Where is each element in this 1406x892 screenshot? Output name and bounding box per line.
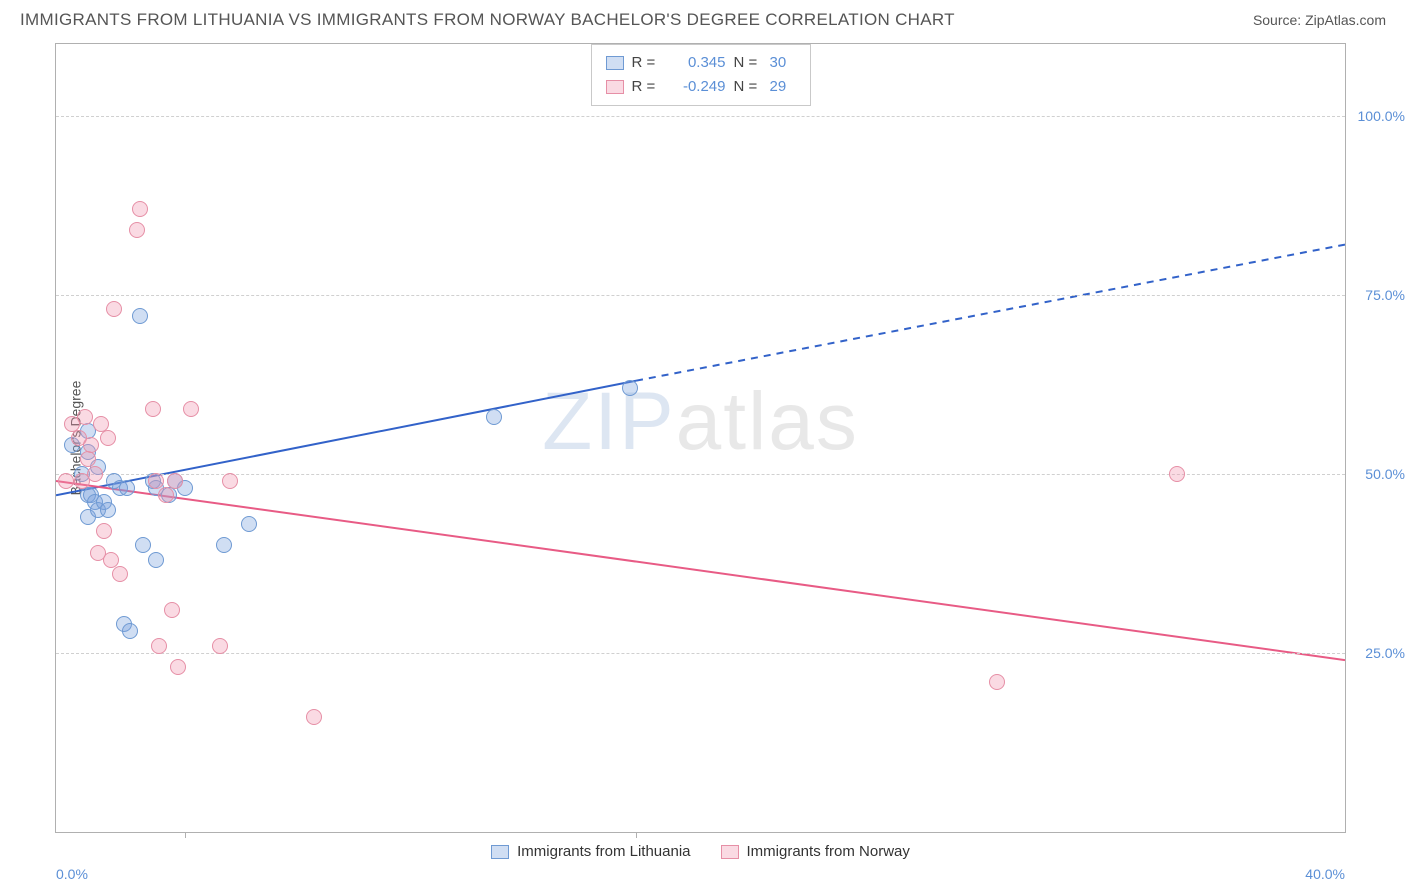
- correlation-chart: Bachelor's Degree ZIPatlas 25.0%50.0%75.…: [55, 43, 1346, 833]
- trend-lines-layer: [56, 44, 1345, 832]
- legend-row-lithuania: R = 0.345 N = 30: [606, 51, 796, 75]
- r-label: R =: [632, 75, 660, 99]
- data-point: [132, 308, 148, 324]
- r-label: R =: [632, 51, 660, 75]
- data-point: [148, 473, 164, 489]
- source-prefix: Source:: [1253, 12, 1305, 28]
- data-point: [106, 301, 122, 317]
- data-point: [103, 552, 119, 568]
- swatch-lithuania: [606, 56, 624, 70]
- source-link[interactable]: ZipAtlas.com: [1305, 12, 1386, 28]
- series-name-norway: Immigrants from Norway: [747, 843, 910, 860]
- series-name-lithuania: Immigrants from Lithuania: [517, 843, 690, 860]
- legend-item-norway: Immigrants from Norway: [721, 843, 910, 860]
- swatch-norway: [721, 845, 739, 859]
- data-point: [306, 709, 322, 725]
- data-point: [222, 473, 238, 489]
- data-point: [145, 401, 161, 417]
- watermark-zip: ZIP: [542, 376, 676, 467]
- data-point: [119, 480, 135, 496]
- data-point: [87, 466, 103, 482]
- y-tick-label: 100.0%: [1350, 108, 1405, 124]
- series-legend: Immigrants from Lithuania Immigrants fro…: [56, 843, 1345, 860]
- x-tick-mark: [636, 832, 637, 838]
- data-point: [135, 537, 151, 553]
- plot-area: ZIPatlas 25.0%50.0%75.0%100.0%0.0%40.0%: [56, 44, 1345, 832]
- y-tick-label: 75.0%: [1350, 287, 1405, 303]
- n-label: N =: [734, 51, 762, 75]
- data-point: [122, 623, 138, 639]
- data-point: [129, 222, 145, 238]
- data-point: [96, 523, 112, 539]
- y-tick-label: 50.0%: [1350, 466, 1405, 482]
- data-point: [83, 437, 99, 453]
- data-point: [212, 638, 228, 654]
- data-point: [100, 502, 116, 518]
- header-region: IMMIGRANTS FROM LITHUANIA VS IMMIGRANTS …: [0, 0, 1406, 38]
- data-point: [112, 566, 128, 582]
- data-point: [151, 638, 167, 654]
- data-point: [148, 552, 164, 568]
- legend-row-norway: R = -0.249 N = 29: [606, 75, 796, 99]
- data-point: [77, 409, 93, 425]
- correlation-legend: R = 0.345 N = 30 R = -0.249 N = 29: [591, 44, 811, 106]
- data-point: [216, 537, 232, 553]
- n-value-lithuania: 30: [770, 51, 796, 75]
- data-point: [622, 380, 638, 396]
- source-credit: Source: ZipAtlas.com: [1253, 12, 1386, 28]
- gridline: [56, 295, 1345, 296]
- swatch-norway: [606, 80, 624, 94]
- gridline: [56, 116, 1345, 117]
- x-tick-mark: [185, 832, 186, 838]
- n-value-norway: 29: [770, 75, 796, 99]
- legend-item-lithuania: Immigrants from Lithuania: [491, 843, 690, 860]
- chart-title: IMMIGRANTS FROM LITHUANIA VS IMMIGRANTS …: [20, 10, 955, 30]
- data-point: [158, 487, 174, 503]
- data-point: [132, 201, 148, 217]
- gridline: [56, 474, 1345, 475]
- r-value-norway: -0.249: [668, 75, 726, 99]
- x-tick-label: 40.0%: [1305, 866, 1345, 882]
- data-point: [170, 659, 186, 675]
- data-point: [183, 401, 199, 417]
- r-value-lithuania: 0.345: [668, 51, 726, 75]
- data-point: [164, 602, 180, 618]
- gridline: [56, 653, 1345, 654]
- y-tick-label: 25.0%: [1350, 645, 1405, 661]
- data-point: [989, 674, 1005, 690]
- watermark-atlas: atlas: [676, 376, 859, 467]
- data-point: [58, 473, 74, 489]
- n-label: N =: [734, 75, 762, 99]
- data-point: [486, 409, 502, 425]
- data-point: [100, 430, 116, 446]
- data-point: [167, 473, 183, 489]
- swatch-lithuania: [491, 845, 509, 859]
- data-point: [241, 516, 257, 532]
- data-point: [1169, 466, 1185, 482]
- x-tick-label: 0.0%: [56, 866, 88, 882]
- watermark: ZIPatlas: [542, 375, 859, 469]
